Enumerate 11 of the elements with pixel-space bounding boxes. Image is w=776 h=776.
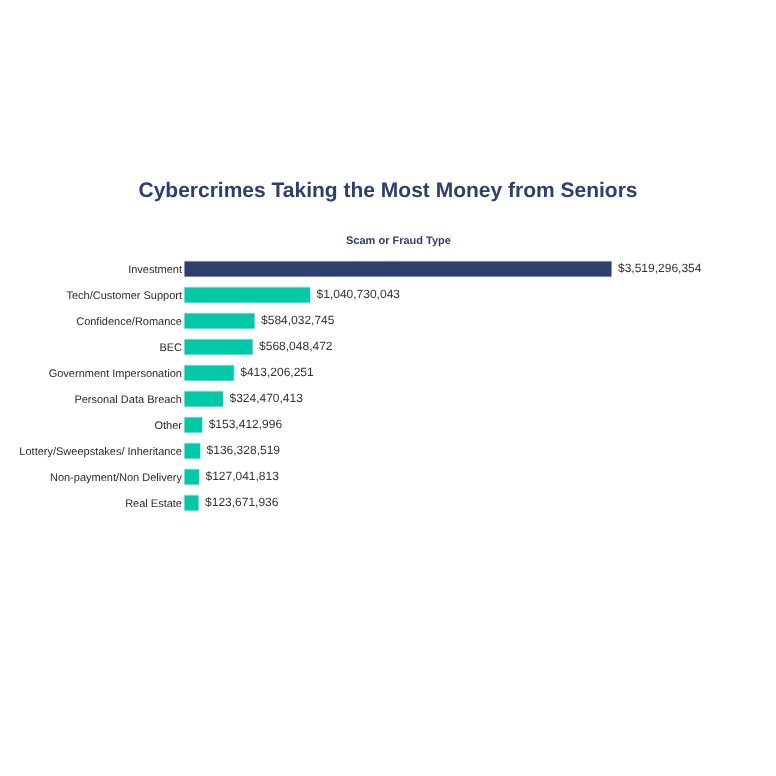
bar [184, 286, 312, 304]
bar [184, 364, 235, 382]
bar [184, 390, 224, 408]
bar [184, 494, 200, 512]
bar [184, 338, 254, 356]
bar [184, 468, 200, 486]
chart-title: Cybercrimes Taking the Most Money from Seniors [138, 179, 638, 204]
bar [184, 416, 204, 434]
bar [184, 312, 256, 330]
bar [184, 260, 612, 278]
bar [184, 442, 202, 460]
